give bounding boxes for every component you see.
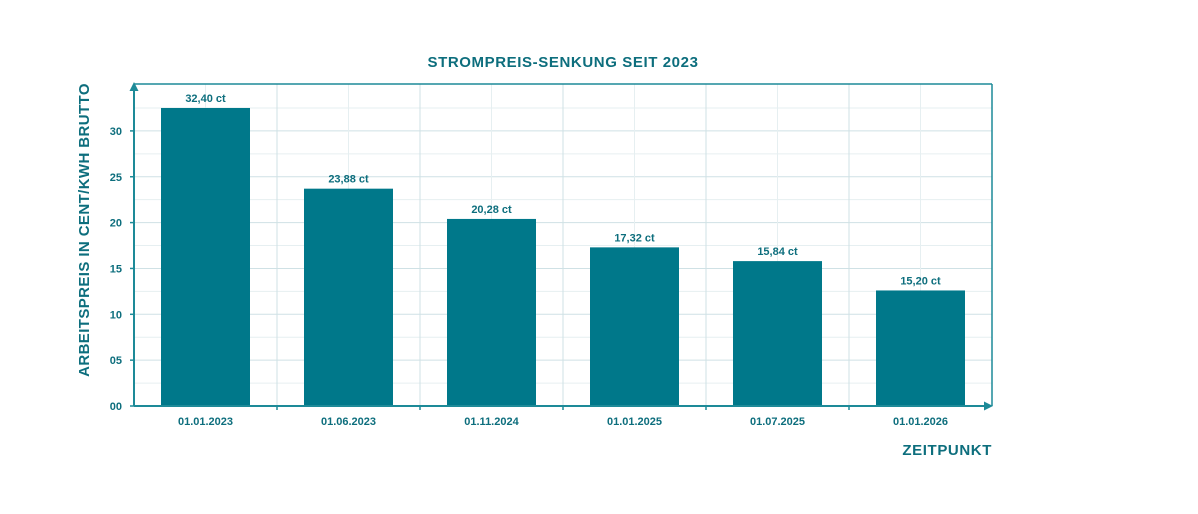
bar-5 xyxy=(733,261,822,406)
grid xyxy=(134,83,993,406)
x-tick-label: 01.11.2024 xyxy=(464,416,519,428)
y-axis-title: ARBEITSPREIS IN CENT/KWH BRUTTO xyxy=(76,83,93,377)
x-axis-arrow-icon xyxy=(984,401,993,411)
bars: 32,40 ct 23,88 ct 20,28 ct 17,32 ct 15,84 ct… xyxy=(161,93,965,406)
bar-3 xyxy=(447,218,536,406)
x-tick-label: 01.01.2023 xyxy=(178,416,233,428)
x-tick-label: 01.01.2025 xyxy=(607,416,662,428)
y-tick-label: 25 xyxy=(110,172,122,184)
y-tick-label: 30 xyxy=(110,126,122,138)
chart-title: STROMPREIS-SENKUNG SEIT 2023 xyxy=(427,54,698,71)
data-label: 17,32 ct xyxy=(614,232,655,244)
bar-2 xyxy=(304,188,393,406)
data-label: 32,40 ct xyxy=(185,93,226,105)
data-label: 15,84 ct xyxy=(757,246,798,258)
x-tick-label: 01.07.2025 xyxy=(750,416,805,428)
y-tick-label: 05 xyxy=(110,355,122,367)
ticks: 00 05 10 15 20 25 30 01.01.2023 01.06.2023 01.11.… xyxy=(110,126,948,428)
data-label: 23,88 ct xyxy=(328,174,369,186)
data-label: 20,28 ct xyxy=(471,204,512,216)
data-label: 15,20 ct xyxy=(900,275,941,287)
x-tick-label: 01.06.2023 xyxy=(321,416,376,428)
y-tick-label: 20 xyxy=(110,218,122,230)
y-tick-label: 00 xyxy=(110,401,122,413)
y-axis-arrow-icon xyxy=(129,82,139,91)
y-tick-label: 10 xyxy=(110,309,122,321)
bar-1 xyxy=(161,107,250,406)
y-tick-label: 15 xyxy=(110,263,122,275)
bar-6 xyxy=(876,290,965,406)
x-tick-label: 01.01.2026 xyxy=(893,416,948,428)
bar-4 xyxy=(590,247,679,406)
x-axis-title: ZEITPUNKT xyxy=(902,442,992,459)
